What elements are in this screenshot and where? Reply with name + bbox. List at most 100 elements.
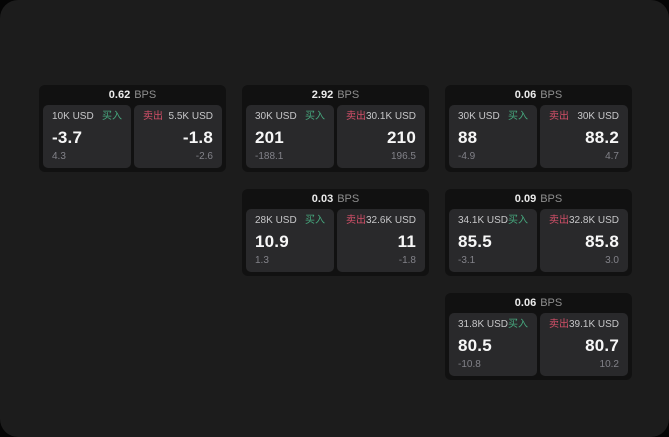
buy-panel[interactable]: 30K USD 买入 201 -188.1 [246,105,334,168]
sell-price: 85.8 [585,231,619,251]
buy-panel-top: 31.8K USD 买入 [458,320,528,330]
quote-card-5: 0.09 BPS 34.1K USD 买入 85.5 -3.1 卖出 32.8K… [445,189,632,276]
buy-panel-top: 28K USD 买入 [255,216,325,226]
sell-panel-top: 卖出 32.6K USD [346,216,416,226]
sell-panel-top: 卖出 30K USD [549,112,619,122]
sell-panel-top: 卖出 39.1K USD [549,320,619,330]
buy-notional: 31.8K USD [458,319,509,330]
sell-delta: 10.2 [599,359,619,370]
sell-price: 210 [387,127,416,147]
buy-side-label: 买入 [305,111,325,122]
quote-panels: 10K USD 买入 -3.7 4.3 卖出 5.5K USD -1.8 -2.… [43,105,222,168]
bps-unit: BPS [540,88,563,101]
bps-header: 0.09 BPS [445,189,632,209]
sell-side-label: 卖出 [143,111,163,122]
buy-price: 10.9 [255,231,289,251]
sell-price: 88.2 [585,127,619,147]
sell-notional: 39.1K USD [568,319,620,330]
sell-delta: 4.7 [605,151,619,162]
bps-value: 2.92 [311,88,334,101]
sell-panel[interactable]: 卖出 30.1K USD 210 196.5 [337,105,425,168]
buy-panel[interactable]: 31.8K USD 买入 80.5 -10.8 [449,313,537,376]
quote-panels: 28K USD 买入 10.9 1.3 卖出 32.6K USD 11 -1.8 [246,209,425,272]
quote-card-6: 0.06 BPS 31.8K USD 买入 80.5 -10.8 卖出 39.1… [445,293,632,380]
sell-price: -1.8 [182,127,213,147]
buy-notional: 30K USD [255,111,297,122]
buy-panel[interactable]: 30K USD 买入 88 -4.9 [449,105,537,168]
quote-panels: 31.8K USD 买入 80.5 -10.8 卖出 39.1K USD 80.… [449,313,628,376]
sell-panel[interactable]: 卖出 39.1K USD 80.7 10.2 [540,313,628,376]
sell-notional: 32.6K USD [365,215,417,226]
bps-unit: BPS [540,296,563,309]
quote-panels: 30K USD 买入 88 -4.9 卖出 30K USD 88.2 4.7 [449,105,628,168]
buy-notional: 34.1K USD [458,215,509,226]
quote-panels: 34.1K USD 买入 85.5 -3.1 卖出 32.8K USD 85.8… [449,209,628,272]
buy-panel[interactable]: 10K USD 买入 -3.7 4.3 [43,105,131,168]
buy-delta: -4.9 [458,151,476,162]
buy-panel[interactable]: 34.1K USD 买入 85.5 -3.1 [449,209,537,272]
bps-unit: BPS [337,88,360,101]
buy-price: 201 [255,127,284,147]
sell-price: 11 [397,231,416,251]
quote-panels: 30K USD 买入 201 -188.1 卖出 30.1K USD 210 1… [246,105,425,168]
sell-side-label: 卖出 [346,111,366,122]
bps-value: 0.09 [514,192,537,205]
quote-card-3: 0.06 BPS 30K USD 买入 88 -4.9 卖出 30K USD 8… [445,85,632,172]
sell-notional: 30K USD [577,111,619,122]
sell-panel-top: 卖出 32.8K USD [549,216,619,226]
sell-delta: 196.5 [390,151,416,162]
sell-delta: -2.6 [195,151,213,162]
sell-side-label: 卖出 [549,215,569,226]
buy-delta: -188.1 [255,151,284,162]
sell-panel[interactable]: 卖出 32.6K USD 11 -1.8 [337,209,425,272]
sell-side-label: 卖出 [549,319,569,330]
sell-panel[interactable]: 卖出 5.5K USD -1.8 -2.6 [134,105,222,168]
sell-price: 80.7 [585,335,619,355]
quote-card-2: 2.92 BPS 30K USD 买入 201 -188.1 卖出 30.1K … [242,85,429,172]
bps-header: 0.06 BPS [445,293,632,313]
buy-delta: -3.1 [458,255,476,266]
sell-panel[interactable]: 卖出 32.8K USD 85.8 3.0 [540,209,628,272]
quote-card-1: 0.62 BPS 10K USD 买入 -3.7 4.3 卖出 5.5K USD… [39,85,226,172]
sell-panel-top: 卖出 5.5K USD [143,112,213,122]
bps-header: 2.92 BPS [242,85,429,105]
buy-panel-top: 34.1K USD 买入 [458,216,528,226]
bps-value: 0.03 [311,192,334,205]
bps-value: 0.06 [514,88,537,101]
bps-unit: BPS [134,88,157,101]
quote-card-4: 0.03 BPS 28K USD 买入 10.9 1.3 卖出 32.6K US… [242,189,429,276]
buy-panel-top: 10K USD 买入 [52,112,122,122]
buy-notional: 28K USD [255,215,297,226]
buy-notional: 10K USD [52,111,94,122]
sell-side-label: 卖出 [346,215,366,226]
buy-side-label: 买入 [305,215,325,226]
bps-unit: BPS [540,192,563,205]
sell-panel[interactable]: 卖出 30K USD 88.2 4.7 [540,105,628,168]
buy-panel-top: 30K USD 买入 [255,112,325,122]
buy-delta: 1.3 [255,255,269,266]
sell-side-label: 卖出 [549,111,569,122]
buy-panel[interactable]: 28K USD 买入 10.9 1.3 [246,209,334,272]
bps-unit: BPS [337,192,360,205]
bps-value: 0.62 [108,88,131,101]
buy-side-label: 买入 [508,111,528,122]
buy-panel-top: 30K USD 买入 [458,112,528,122]
bps-header: 0.06 BPS [445,85,632,105]
buy-side-label: 买入 [508,319,529,330]
buy-delta: 4.3 [52,151,66,162]
bps-header: 0.62 BPS [39,85,226,105]
sell-delta: 3.0 [605,255,619,266]
sell-notional: 32.8K USD [568,215,620,226]
bps-header: 0.03 BPS [242,189,429,209]
sell-panel-top: 卖出 30.1K USD [346,112,416,122]
buy-notional: 30K USD [458,111,500,122]
sell-notional: 5.5K USD [168,111,213,122]
sell-notional: 30.1K USD [365,111,417,122]
buy-delta: -10.8 [458,359,481,370]
buy-price: 85.5 [458,231,492,251]
buy-side-label: 买入 [508,215,529,226]
buy-price: 88 [458,127,478,147]
buy-side-label: 买入 [102,111,122,122]
sell-delta: -1.8 [398,255,416,266]
